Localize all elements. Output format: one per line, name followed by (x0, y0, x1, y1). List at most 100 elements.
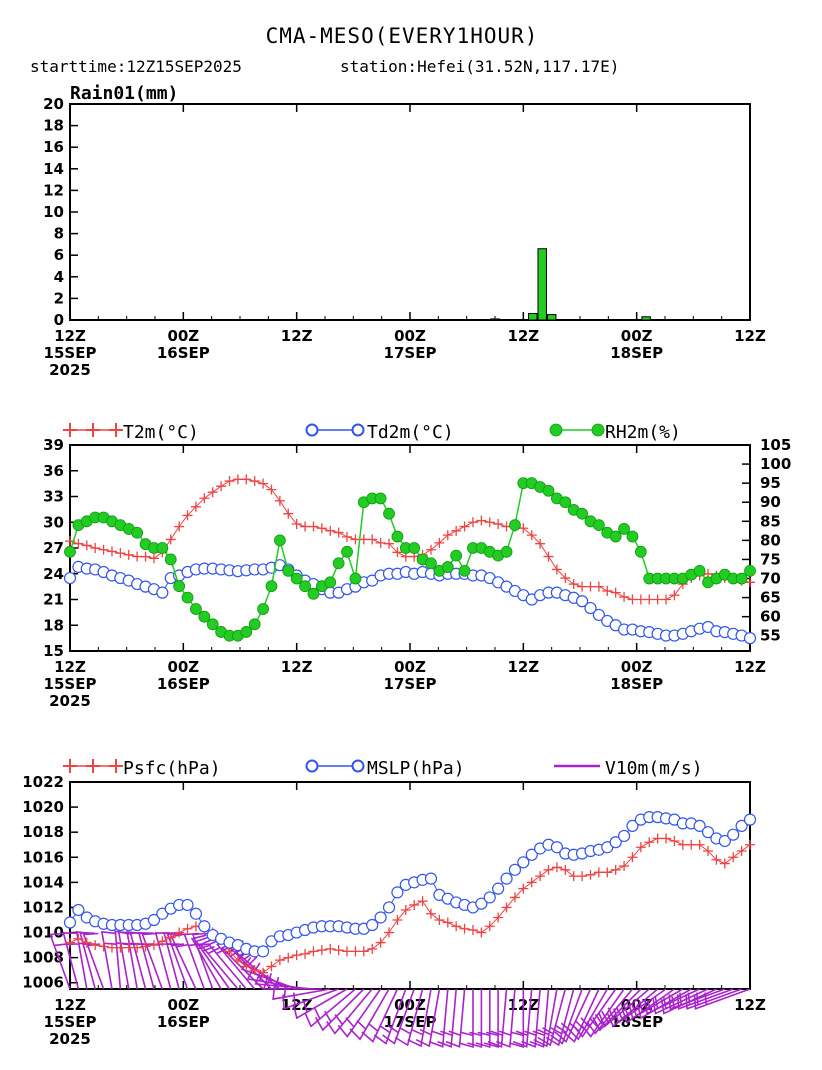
rain-ytick-label: 12 (43, 181, 64, 199)
psfc-point (400, 904, 411, 915)
psfc-point (90, 940, 101, 951)
psfc-point (694, 839, 705, 850)
rain-bar (546, 314, 557, 321)
t2m-point (106, 546, 117, 557)
psfc-point (106, 942, 117, 953)
wind-barb (529, 988, 550, 1048)
psfc-point (501, 902, 512, 913)
t2m-point (98, 544, 109, 555)
psfc-point (442, 917, 453, 928)
rh2m-point (609, 530, 622, 543)
t2m-point (132, 551, 143, 562)
rain-xtick-label: 15SEP (44, 344, 97, 362)
t2m-point (300, 521, 311, 532)
psfc-point (619, 861, 630, 872)
psfc-point (392, 915, 403, 925)
psfc-point (140, 941, 151, 952)
rh2m-point (265, 580, 278, 593)
psfc-point (98, 941, 109, 952)
psfc-point (132, 942, 143, 953)
mslp-point (189, 907, 203, 920)
temp-xtick-label: 12Z (734, 658, 766, 676)
psfc-point (283, 952, 294, 963)
legend-pressure-wind: Psfc(hPa) MSLP(hPa) V10m(m/s) (63, 758, 703, 779)
psfc-point (367, 943, 378, 954)
t2m-point (115, 548, 126, 559)
temp-xtick-label: 16SEP (157, 675, 210, 693)
psfc-point (677, 839, 688, 850)
rh-ytick-label: 60 (760, 608, 781, 626)
t2m-point (283, 508, 294, 519)
rh2m-point (181, 591, 194, 604)
wind-barb (598, 988, 650, 1028)
t2m-point (644, 594, 655, 605)
t2m-point (258, 478, 269, 489)
rain-xtick-label: 12Z (734, 327, 766, 345)
wind-barb (349, 988, 390, 1041)
psfc-point (266, 961, 277, 972)
wind-barb (437, 988, 457, 1048)
t2m-point (745, 577, 755, 588)
rh2m-point (341, 545, 353, 558)
wind-barb (586, 988, 634, 1035)
rh-ytick-label: 80 (760, 531, 781, 549)
rh2m-point (173, 580, 186, 593)
psfc-point (308, 946, 319, 957)
t2m-point (316, 523, 327, 534)
psfc-point (182, 923, 193, 934)
t2m-point (434, 537, 445, 548)
pressure-wind-panel: 10061008101010121014101610181020102212Z1… (22, 773, 766, 1049)
t2m-point (241, 474, 252, 485)
mslp-point (391, 886, 404, 899)
t2m-point (627, 594, 638, 605)
legend-rh2m-glyph (591, 423, 605, 437)
t2m-point (140, 551, 151, 562)
t2m-point (593, 581, 604, 592)
wind-barb (458, 989, 474, 1049)
wind-barb (382, 988, 415, 1045)
psfc-point (476, 927, 487, 938)
t2m-point (367, 534, 378, 545)
wind-barb (62, 932, 80, 990)
mslp-point (382, 901, 396, 914)
press-xtick-label: 12Z (734, 996, 766, 1014)
t2m-point (560, 573, 571, 584)
rh2m-point (299, 580, 311, 593)
mslp-point (147, 913, 161, 927)
mslp-point (198, 920, 211, 933)
temp-ytick-label: 39 (43, 436, 64, 454)
psfc-point (577, 871, 588, 882)
t2m-point (551, 564, 562, 575)
mslp-point (63, 916, 77, 929)
psfc-point (115, 942, 126, 953)
mslp-point (256, 945, 270, 958)
rh2m-point (735, 572, 748, 585)
wind-barb (292, 988, 348, 1020)
press-ytick-label: 1016 (22, 848, 64, 866)
psfc-point (686, 839, 697, 850)
t2m-point (459, 521, 470, 532)
wind-barb (580, 988, 625, 1038)
rh2m-point (206, 618, 219, 631)
rh2m-point (744, 564, 756, 577)
psfc-point (157, 936, 168, 947)
temp-ytick-label: 30 (43, 513, 64, 531)
rh2m-point (450, 549, 463, 562)
temp-ytick-label: 36 (43, 462, 64, 480)
t2m-point (190, 501, 201, 512)
psfc-point (635, 842, 646, 853)
press-ytick-label: 1022 (22, 773, 64, 791)
psfc-point (165, 932, 176, 943)
t2m-point (585, 581, 596, 592)
legend-t2m-glyph (109, 423, 123, 437)
mslp-point (693, 819, 706, 833)
t2m-point (350, 534, 361, 545)
mslp-point (550, 841, 564, 854)
wind-barb (592, 988, 642, 1032)
temp-xtick-label: 12Z (54, 658, 86, 676)
rh-ytick-label: 95 (760, 474, 781, 492)
td2m-point (584, 601, 597, 615)
wind-barb (445, 988, 466, 1048)
